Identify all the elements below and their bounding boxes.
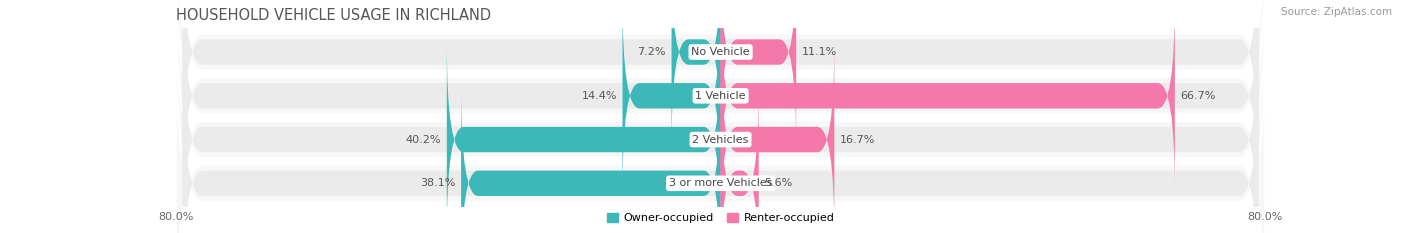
Text: Source: ZipAtlas.com: Source: ZipAtlas.com [1281, 7, 1392, 17]
FancyBboxPatch shape [183, 65, 1258, 233]
Text: 1 Vehicle: 1 Vehicle [696, 91, 745, 101]
FancyBboxPatch shape [721, 0, 1175, 192]
Text: 66.7%: 66.7% [1180, 91, 1216, 101]
FancyBboxPatch shape [176, 0, 1265, 233]
FancyBboxPatch shape [183, 21, 1258, 233]
Text: 38.1%: 38.1% [420, 178, 456, 188]
FancyBboxPatch shape [721, 87, 759, 233]
Text: 16.7%: 16.7% [839, 134, 875, 144]
FancyBboxPatch shape [176, 27, 1265, 233]
FancyBboxPatch shape [447, 43, 721, 233]
Text: 7.2%: 7.2% [637, 47, 666, 57]
FancyBboxPatch shape [183, 0, 1258, 171]
Legend: Owner-occupied, Renter-occupied: Owner-occupied, Renter-occupied [606, 213, 835, 223]
Text: 40.2%: 40.2% [406, 134, 441, 144]
FancyBboxPatch shape [176, 0, 1265, 233]
FancyBboxPatch shape [672, 0, 721, 149]
Text: No Vehicle: No Vehicle [692, 47, 749, 57]
FancyBboxPatch shape [623, 0, 721, 192]
FancyBboxPatch shape [183, 0, 1258, 214]
FancyBboxPatch shape [721, 0, 796, 149]
Text: 2 Vehicles: 2 Vehicles [692, 134, 749, 144]
Text: 5.6%: 5.6% [765, 178, 793, 188]
Text: 3 or more Vehicles: 3 or more Vehicles [669, 178, 772, 188]
FancyBboxPatch shape [721, 43, 834, 233]
Text: 14.4%: 14.4% [582, 91, 617, 101]
Text: HOUSEHOLD VEHICLE USAGE IN RICHLAND: HOUSEHOLD VEHICLE USAGE IN RICHLAND [176, 8, 491, 23]
FancyBboxPatch shape [461, 87, 721, 233]
FancyBboxPatch shape [176, 0, 1265, 209]
Text: 11.1%: 11.1% [801, 47, 837, 57]
